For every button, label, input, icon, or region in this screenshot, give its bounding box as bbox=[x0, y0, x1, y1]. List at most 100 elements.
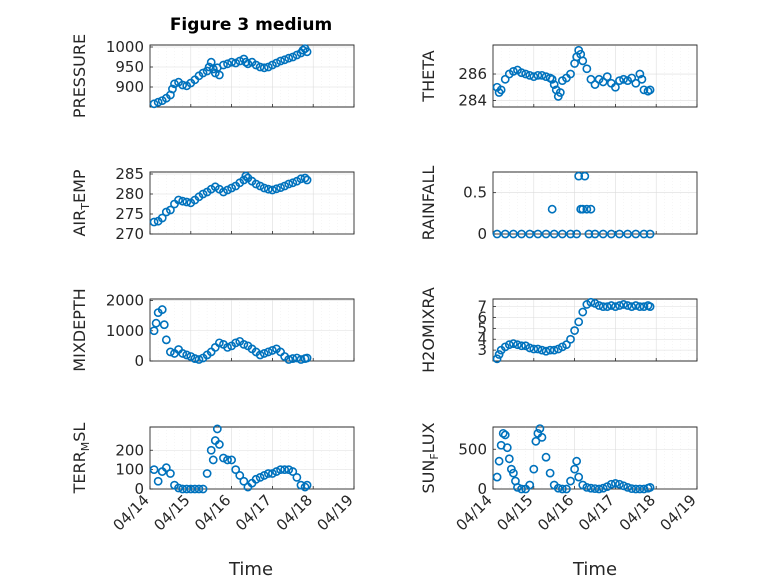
data-point bbox=[255, 350, 265, 360]
plot-area-pressure bbox=[149, 44, 355, 108]
data-point bbox=[161, 335, 171, 345]
y-tick-label: 280 bbox=[115, 185, 144, 203]
data-point bbox=[529, 72, 539, 82]
data-point bbox=[586, 297, 596, 307]
data-point bbox=[492, 229, 502, 239]
data-point bbox=[280, 55, 290, 65]
data-point bbox=[504, 340, 514, 350]
data-point bbox=[509, 468, 518, 478]
data-point bbox=[302, 47, 312, 57]
data-point bbox=[267, 469, 277, 478]
y-tick-label: 1000 bbox=[106, 322, 144, 340]
data-point bbox=[535, 424, 545, 433]
subplot-theta: 284 286 THETA bbox=[419, 44, 698, 109]
data-point bbox=[288, 467, 298, 476]
data-point bbox=[227, 57, 236, 67]
data-point bbox=[611, 479, 620, 488]
data-point bbox=[214, 70, 224, 80]
data-point bbox=[566, 69, 575, 79]
data-point bbox=[513, 340, 522, 350]
data-point bbox=[533, 229, 543, 239]
data-point bbox=[635, 302, 645, 312]
data-point bbox=[235, 471, 245, 480]
data-point bbox=[492, 472, 502, 482]
x-axis-label-left: Time bbox=[228, 559, 273, 580]
subplot-mixdepth: 0 1000 2000 MIXDEPTH bbox=[70, 288, 355, 372]
data-point bbox=[531, 436, 541, 446]
data-point bbox=[219, 60, 228, 70]
y-tick-label: 4 bbox=[477, 330, 487, 348]
data-point bbox=[241, 171, 251, 181]
data-point bbox=[288, 354, 298, 363]
data-point bbox=[566, 334, 575, 344]
data-point bbox=[557, 229, 567, 239]
data-point bbox=[570, 326, 579, 335]
data-point bbox=[598, 483, 608, 493]
data-point bbox=[509, 66, 518, 76]
data-point bbox=[190, 484, 200, 494]
data-point bbox=[206, 445, 216, 455]
data-point bbox=[525, 229, 535, 239]
data-point bbox=[627, 73, 637, 83]
data-point bbox=[300, 482, 310, 492]
data-point bbox=[276, 183, 285, 192]
y-tick-label: 2000 bbox=[106, 292, 144, 310]
data-point bbox=[243, 59, 253, 69]
y-tick-label: 7 bbox=[477, 298, 487, 316]
y-tick-label: 0 bbox=[134, 352, 144, 370]
data-point bbox=[208, 455, 218, 465]
x-tick-label: 04/18 bbox=[616, 491, 659, 534]
data-point bbox=[606, 479, 616, 489]
data-point bbox=[302, 480, 312, 490]
data-point bbox=[574, 171, 584, 181]
data-point bbox=[602, 302, 612, 312]
data-point bbox=[255, 472, 265, 482]
subplot-pressure: 900 950 1000 PRESSURE bbox=[70, 34, 355, 118]
data-point bbox=[513, 483, 522, 492]
data-point bbox=[631, 78, 641, 88]
x-tick-label: 04/19 bbox=[314, 491, 357, 534]
data-point bbox=[149, 99, 159, 109]
data-point bbox=[170, 79, 179, 89]
axes-box bbox=[492, 171, 698, 235]
data-point bbox=[606, 229, 616, 239]
data-point bbox=[639, 302, 649, 312]
data-point bbox=[549, 345, 559, 355]
y-axis-label-theta: THETA bbox=[419, 50, 438, 102]
data-point bbox=[582, 204, 592, 214]
data-point bbox=[615, 76, 624, 86]
data-point bbox=[545, 345, 555, 355]
data-point bbox=[241, 57, 251, 67]
data-point bbox=[547, 74, 557, 84]
data-point bbox=[190, 354, 200, 363]
data-point bbox=[296, 174, 306, 184]
data-point bbox=[263, 347, 273, 357]
data-point bbox=[580, 171, 590, 181]
data-point bbox=[157, 213, 167, 223]
data-point bbox=[521, 69, 531, 79]
data-point bbox=[194, 355, 204, 364]
y-tick-label: 3 bbox=[477, 341, 487, 359]
data-point bbox=[582, 64, 592, 74]
data-point bbox=[615, 301, 624, 310]
data-point bbox=[529, 344, 539, 354]
data-point bbox=[178, 349, 188, 358]
data-point bbox=[574, 317, 584, 327]
data-point bbox=[259, 471, 269, 480]
data-point bbox=[284, 465, 294, 475]
data-point bbox=[549, 229, 559, 239]
data-point bbox=[572, 229, 582, 239]
y-tick-label: 500 bbox=[458, 440, 487, 458]
data-point bbox=[541, 346, 551, 356]
data-point bbox=[623, 229, 633, 239]
data-point bbox=[165, 205, 175, 215]
data-point bbox=[498, 428, 508, 438]
data-point bbox=[292, 353, 302, 363]
data-point bbox=[178, 196, 188, 206]
data-point bbox=[517, 484, 526, 494]
data-point bbox=[259, 183, 269, 193]
data-point bbox=[598, 302, 608, 312]
data-point bbox=[594, 484, 604, 494]
